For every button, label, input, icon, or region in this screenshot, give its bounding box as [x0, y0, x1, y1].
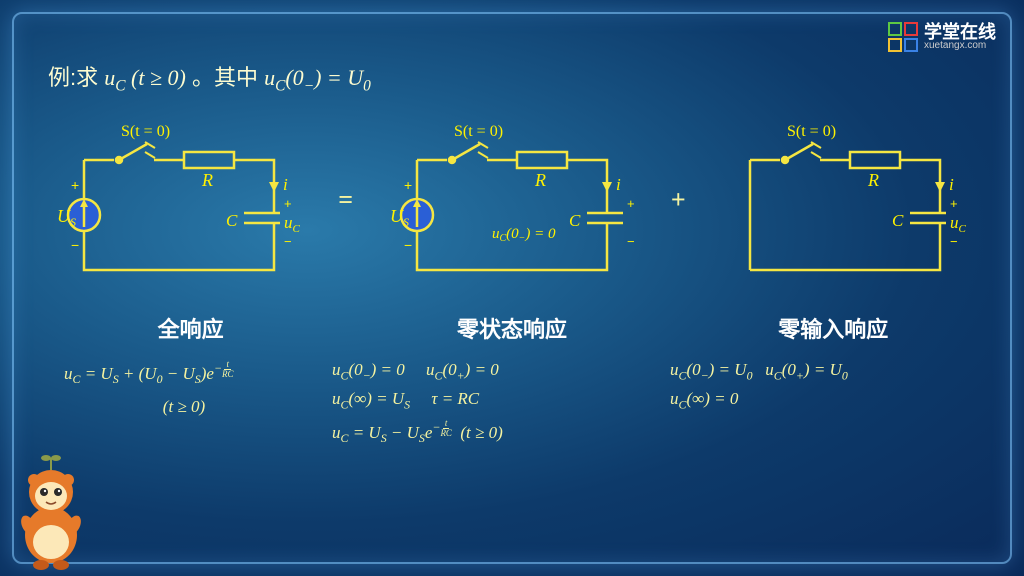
svg-text:−: − — [950, 234, 958, 249]
circuit-zero-input: S(t = 0) R i C + − uC — [705, 110, 985, 290]
svg-text:+: + — [284, 196, 292, 211]
circuit-labels: 全响应 零状态响应 零输入响应 — [30, 312, 994, 344]
svg-text:i: i — [283, 175, 288, 194]
equals-sign: = — [338, 185, 353, 215]
svg-text:uC: uC — [284, 213, 301, 235]
svg-text:−: − — [284, 234, 292, 249]
circuit-zero-state: US + − S(t = 0) R i C + − uC(0−) = 0 — [372, 110, 652, 290]
svg-text:R: R — [867, 170, 879, 190]
svg-text:i: i — [616, 175, 621, 194]
plus-sign: + — [671, 185, 686, 215]
eq-full: uC = US + (U0 − US)e−tRC (t ≥ 0) — [44, 360, 304, 452]
eq-zero-state: uC(0−) = 0 uC(0+) = 0 uC(∞) = US τ = RC … — [332, 360, 642, 452]
eq-zero-input: uC(0−) = U0 uC(0+) = U0 uC(∞) = 0 — [670, 360, 980, 452]
label-zero-input: 零输入响应 — [693, 312, 973, 344]
svg-text:uC: uC — [950, 213, 967, 235]
svg-text:+: + — [71, 177, 79, 193]
svg-text:+: + — [404, 177, 412, 193]
circuit-full: US + − S(t = 0) R i C + − uC — [39, 110, 319, 290]
svg-text:uC(0−) = 0: uC(0−) = 0 — [492, 226, 556, 244]
svg-text:R: R — [534, 170, 546, 190]
logo-squares — [888, 22, 918, 52]
svg-text:S(t = 0): S(t = 0) — [787, 123, 836, 140]
svg-text:+: + — [950, 196, 958, 211]
svg-text:+: + — [627, 196, 635, 211]
svg-text:S(t = 0): S(t = 0) — [121, 123, 170, 140]
svg-text:C: C — [892, 211, 904, 230]
mascot-icon — [6, 450, 96, 570]
svg-text:C: C — [569, 211, 581, 230]
svg-text:R: R — [201, 170, 213, 190]
logo: 学堂在线 xuetangx.com — [888, 22, 996, 52]
label-full: 全响应 — [51, 312, 331, 344]
logo-cn: 学堂在线 — [924, 23, 996, 41]
svg-text:−: − — [627, 234, 635, 249]
svg-text:−: − — [71, 237, 79, 253]
svg-text:−: − — [404, 237, 412, 253]
svg-text:C: C — [226, 211, 238, 230]
example-title: 例:求 uC (t ≥ 0) 。其中 uC(0−) = U0 — [48, 60, 371, 95]
svg-text:i: i — [949, 175, 954, 194]
svg-text:S(t = 0): S(t = 0) — [454, 123, 503, 140]
logo-en: xuetangx.com — [924, 41, 996, 51]
equations-row: uC = US + (U0 − US)e−tRC (t ≥ 0) uC(0−) … — [30, 360, 994, 452]
label-zero-state: 零状态响应 — [372, 312, 652, 344]
circuit-row: US + − S(t = 0) R i C + − uC = US + — [30, 110, 994, 290]
